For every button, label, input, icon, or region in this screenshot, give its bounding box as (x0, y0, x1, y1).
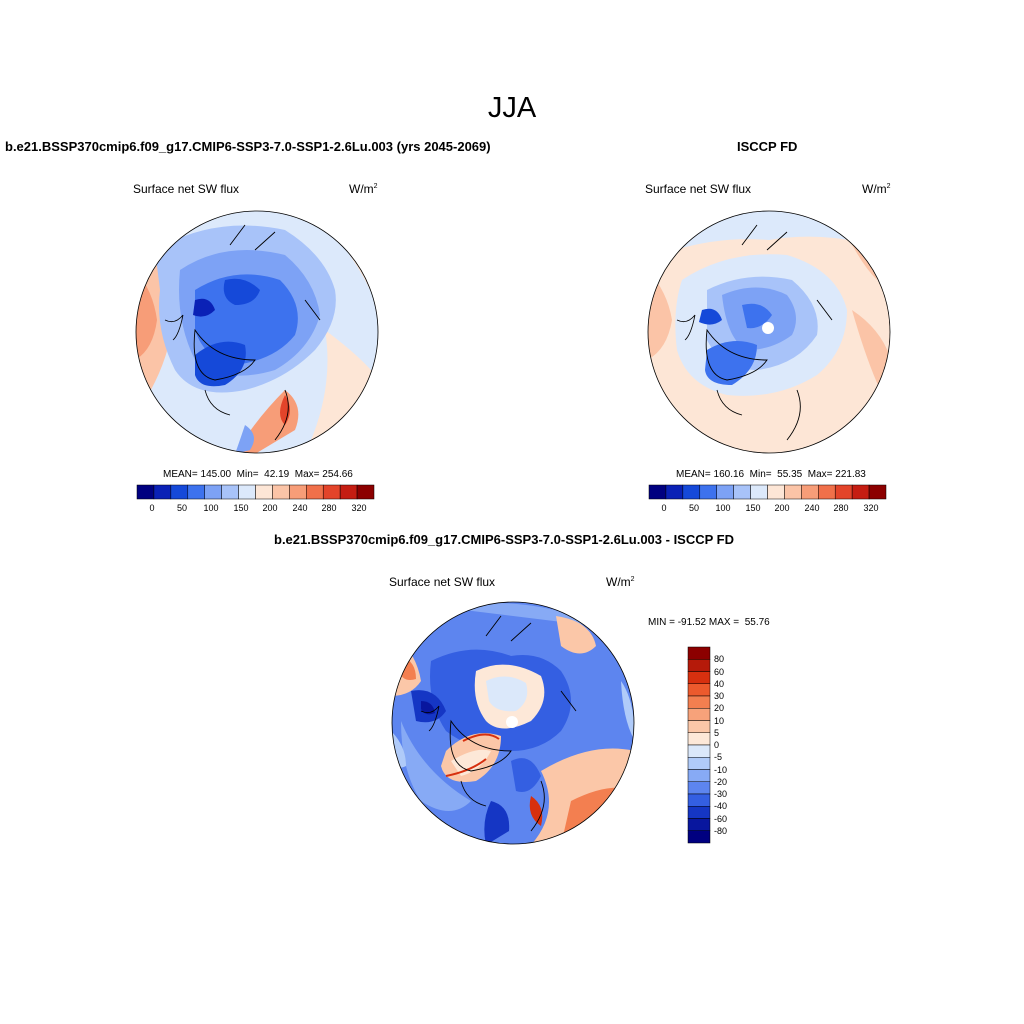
panel2-stats: MEAN= 160.16 Min= 55.35 Max= 221.83 (676, 469, 866, 480)
cb3-label: -5 (714, 752, 723, 763)
panel1-title: b.e21.BSSP370cmip6.f09_g17.CMIP6-SSP3-7.… (5, 139, 491, 154)
cb3-label: -80 (714, 825, 728, 836)
colorbar-swatch (716, 484, 734, 500)
cb3-label: 80 (714, 654, 725, 665)
colorbar-swatch (339, 484, 358, 500)
colorbar-swatch (322, 484, 341, 500)
colorbar-swatch (818, 484, 836, 500)
cb2-tick: 200 (774, 503, 790, 513)
cb3-label: -40 (714, 801, 728, 812)
cb3-label: 0 (714, 740, 720, 750)
cb1-tick: 100 (203, 503, 219, 513)
colorbar-swatch (289, 484, 307, 500)
colorbar-swatch (851, 484, 870, 500)
cb1-tick: 280 (321, 503, 337, 513)
colorbar-swatch (750, 484, 768, 500)
colorbar-swatch (868, 484, 887, 500)
cb3-label: -10 (714, 764, 728, 775)
cb2-tick: 0 (661, 503, 667, 513)
colorbar-swatch (767, 484, 785, 500)
panel1-units: W/m2 (349, 182, 378, 196)
panel3-map (391, 601, 635, 845)
cb3-label: -20 (714, 776, 728, 787)
cb3-label: 5 (714, 727, 720, 738)
cb3-label: -60 (714, 813, 728, 824)
cb2-tick: 320 (863, 503, 879, 513)
colorbar-swatch (255, 484, 273, 500)
panel2-map (647, 210, 891, 454)
cb2-tick: 50 (688, 503, 700, 513)
panel3-stats: MIN = -91.52 MAX = 55.76 (648, 617, 770, 628)
colorbar-swatch (665, 484, 684, 500)
panel1-colorbar-ticks: 0 50 100 150 200 240 280 320 (137, 503, 374, 515)
cb3-label: 30 (714, 691, 725, 701)
cb3-label: -30 (714, 789, 728, 799)
cb3-label: 60 (714, 666, 725, 677)
cb1-tick: 50 (176, 503, 188, 513)
panel3-variable-label: Surface net SW flux (389, 575, 496, 589)
colorbar-swatch (187, 484, 205, 500)
panel1-map (135, 210, 379, 454)
colorbar-swatch (272, 484, 290, 500)
colorbar-swatch (784, 484, 802, 500)
figure-title: JJA (487, 92, 537, 124)
cb1-tick: 0 (149, 503, 155, 513)
cb1-tick: 320 (351, 503, 367, 513)
cb1-tick: 240 (292, 503, 308, 513)
panel3-title: b.e21.BSSP370cmip6.f09_g17.CMIP6-SSP3-7.… (274, 532, 735, 547)
colorbar-swatch (733, 484, 751, 500)
cb2-tick: 280 (833, 503, 849, 513)
colorbar-swatch (238, 484, 256, 500)
cb1-tick: 150 (233, 503, 249, 513)
panel2-units: W/m2 (862, 182, 891, 196)
colorbar-swatch (699, 484, 717, 500)
panel2-title: ISCCP FD (737, 139, 798, 154)
panel1-variable-label: Surface net SW flux (133, 182, 240, 196)
colorbar-swatch (801, 484, 819, 500)
colorbar-swatch (136, 484, 155, 500)
cb2-tick: 150 (745, 503, 761, 513)
colorbar-swatch (682, 484, 701, 500)
colorbar-swatch (153, 484, 172, 500)
panel1-colorbar (136, 484, 375, 500)
cb3-label: 10 (714, 715, 725, 726)
cb1-tick: 200 (262, 503, 278, 513)
cb2-tick: 100 (715, 503, 731, 513)
panel2-colorbar (648, 484, 887, 500)
colorbar-swatch (170, 484, 189, 500)
panel1-stats: MEAN= 145.00 Min= 42.19 Max= 254.66 (163, 469, 353, 480)
colorbar-swatch (687, 830, 711, 844)
panel2-variable-label: Surface net SW flux (645, 182, 752, 196)
colorbar-swatch (356, 484, 375, 500)
panel2-colorbar-ticks: 0 50 100 150 200 240 280 320 (649, 503, 886, 515)
colorbar-swatch (834, 484, 853, 500)
panel3-units: W/m2 (606, 575, 635, 589)
cb3-label: 20 (714, 703, 725, 714)
panel3-colorbar (687, 646, 711, 844)
colorbar-swatch (221, 484, 239, 500)
panel3-colorbar-labels: 80 60 40 30 20 10 5 0 -5 -10 -20 -30 -40… (688, 647, 748, 843)
cb2-tick: 240 (804, 503, 820, 513)
cb3-label: 40 (714, 678, 725, 689)
colorbar-swatch (306, 484, 324, 500)
colorbar-swatch (204, 484, 222, 500)
colorbar-swatch (648, 484, 667, 500)
